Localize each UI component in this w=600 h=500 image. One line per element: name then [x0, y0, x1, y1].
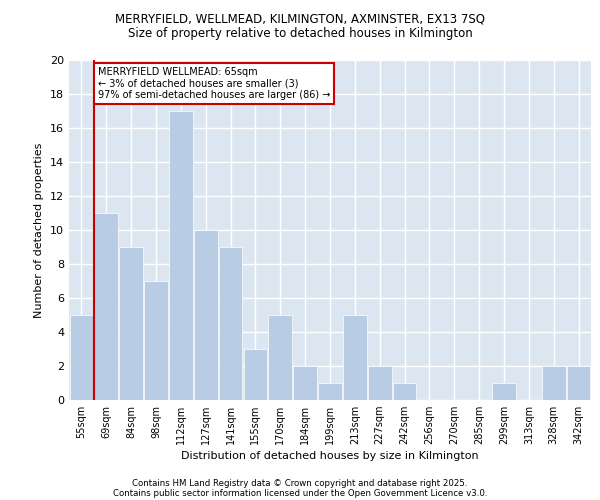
Y-axis label: Number of detached properties: Number of detached properties: [34, 142, 44, 318]
Bar: [542, 366, 566, 400]
Text: Size of property relative to detached houses in Kilmington: Size of property relative to detached ho…: [128, 28, 472, 40]
Bar: [268, 315, 292, 400]
Bar: [219, 247, 242, 400]
Bar: [144, 281, 168, 400]
Bar: [318, 383, 342, 400]
Text: MERRYFIELD, WELLMEAD, KILMINGTON, AXMINSTER, EX13 7SQ: MERRYFIELD, WELLMEAD, KILMINGTON, AXMINS…: [115, 12, 485, 26]
Bar: [293, 366, 317, 400]
Bar: [393, 383, 416, 400]
Text: Contains HM Land Registry data © Crown copyright and database right 2025.: Contains HM Land Registry data © Crown c…: [132, 478, 468, 488]
Bar: [567, 366, 590, 400]
Bar: [94, 213, 118, 400]
Bar: [492, 383, 516, 400]
Bar: [119, 247, 143, 400]
Text: MERRYFIELD WELLMEAD: 65sqm
← 3% of detached houses are smaller (3)
97% of semi-d: MERRYFIELD WELLMEAD: 65sqm ← 3% of detac…: [98, 67, 330, 100]
Bar: [343, 315, 367, 400]
Bar: [169, 111, 193, 400]
Bar: [244, 349, 267, 400]
Bar: [194, 230, 218, 400]
Bar: [368, 366, 392, 400]
Bar: [70, 315, 93, 400]
Text: Contains public sector information licensed under the Open Government Licence v3: Contains public sector information licen…: [113, 488, 487, 498]
X-axis label: Distribution of detached houses by size in Kilmington: Distribution of detached houses by size …: [181, 452, 479, 462]
